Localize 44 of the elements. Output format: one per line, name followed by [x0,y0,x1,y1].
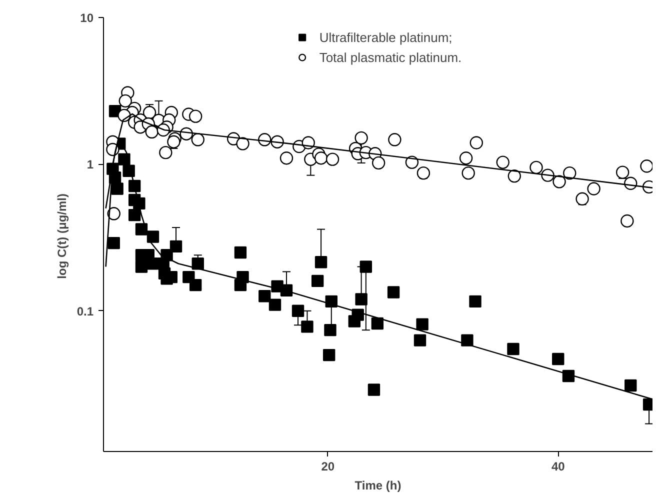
point [311,274,324,288]
point [192,258,204,270]
legend-label: Ultrafilterable platinum; [319,30,452,44]
point [122,164,135,178]
point [280,284,293,296]
point [146,230,160,243]
point [368,384,380,396]
point [234,278,247,292]
point [135,223,148,236]
point [170,240,182,253]
point [352,308,364,321]
point [624,379,637,392]
x-axis-title: Time (h) [354,478,402,492]
point [301,320,314,333]
point [128,208,141,222]
y-axis-title: log C(t) (μg/ml) [54,194,69,279]
legend-label: Total plasmatic platinum. [319,50,462,64]
point [118,153,130,166]
point [469,295,482,308]
point [322,348,336,362]
point [111,182,124,195]
point [552,352,564,366]
point [268,298,282,311]
y-tick-label: 1 [86,158,94,172]
point [371,317,384,330]
point [414,334,426,346]
point [360,260,372,273]
point [108,236,120,250]
point [189,278,202,292]
y-tick-label: 10 [80,11,94,25]
point [387,286,400,298]
x-tick-label: 40 [551,460,566,474]
point [324,324,336,336]
point [234,246,247,259]
point [416,318,428,330]
point [507,342,520,356]
point [325,295,338,308]
x-tick-label: 20 [321,460,335,474]
point [314,256,328,268]
point [355,293,368,306]
point [258,290,271,302]
point [292,304,304,317]
point [461,334,474,346]
y-tick-label: 0.1 [76,304,94,318]
